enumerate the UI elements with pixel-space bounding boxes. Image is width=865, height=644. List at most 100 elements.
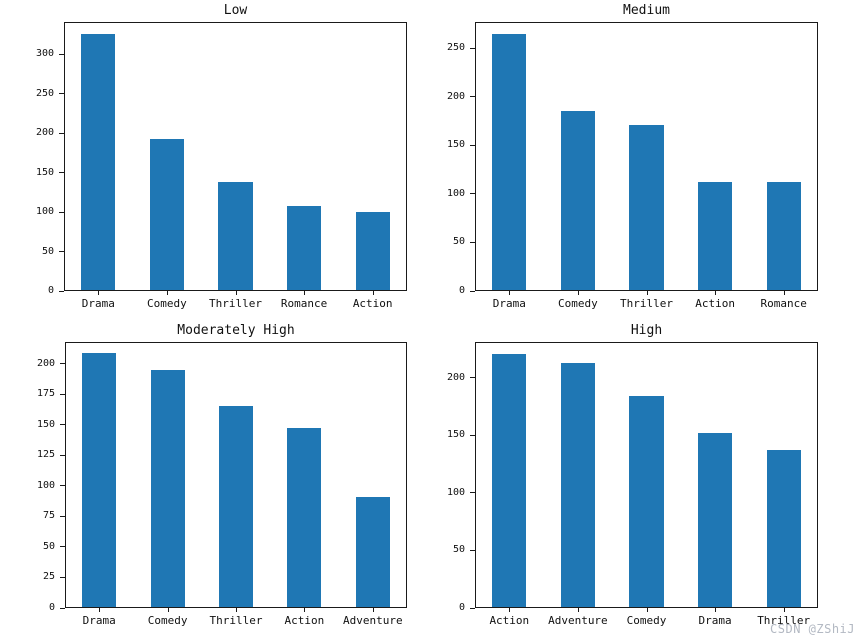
y-tick-mark xyxy=(60,485,65,487)
y-tick-mark xyxy=(60,454,65,456)
y-tick-label: 250 xyxy=(35,87,54,99)
x-tick-label: Adventure xyxy=(342,614,403,627)
x-tick-mark xyxy=(236,608,237,612)
y-tick-mark xyxy=(60,576,65,578)
y-tick-label: 125 xyxy=(36,449,55,461)
bar-thriller xyxy=(629,124,664,290)
x-tick-label: Thriller xyxy=(620,297,673,310)
bar-thriller xyxy=(218,181,253,290)
x-tick-mark xyxy=(509,291,511,295)
y-tick-label: 75 xyxy=(42,510,55,522)
y-tick-label: 200 xyxy=(446,90,465,102)
bar-romance xyxy=(286,206,322,290)
y-tick-label: 150 xyxy=(36,418,55,430)
y-tick-mark xyxy=(60,363,65,365)
plot-area xyxy=(475,342,818,608)
bar-thriller xyxy=(766,450,801,607)
x-tick-mark xyxy=(304,291,306,295)
bar-action xyxy=(355,211,390,290)
x-tick-label: Drama xyxy=(81,297,115,310)
y-tick-label: 100 xyxy=(35,206,54,218)
y-tick-label: 150 xyxy=(446,139,465,151)
subplot-moderately-high: Moderately High 0 25 50 75 100 125 150 175 200 Dr… xyxy=(37,324,407,626)
y-tick-label: 200 xyxy=(36,357,55,369)
bar-drama xyxy=(82,353,117,607)
y-tick-mark xyxy=(60,515,65,517)
y-tick-label: 300 xyxy=(35,48,54,60)
x-tick-mark xyxy=(167,608,169,612)
x-tick-label: Drama xyxy=(492,297,526,310)
y-tick-mark xyxy=(60,393,65,395)
y-tick-label: 25 xyxy=(42,571,55,583)
y-tick-mark xyxy=(470,290,475,292)
x-tick-mark xyxy=(98,291,100,295)
plot-area xyxy=(64,22,407,291)
subplot-high: High 0 50 100 150 200 Action Adventure Comedy Dr… xyxy=(447,324,818,626)
x-tick-label: Adventure xyxy=(548,614,608,627)
y-tick-label: 100 xyxy=(446,187,465,199)
bar-drama xyxy=(492,33,527,290)
x-tick-mark xyxy=(304,608,306,612)
y-tick-mark xyxy=(60,607,65,609)
y-tick-label: 200 xyxy=(446,371,465,383)
y-tick-label: 250 xyxy=(446,42,465,54)
y-tick-label: 50 xyxy=(452,544,465,556)
bar-adventure xyxy=(355,497,390,607)
bar-action xyxy=(287,427,322,607)
y-tick-mark xyxy=(470,193,475,195)
y-tick-mark xyxy=(470,607,475,609)
bar-comedy xyxy=(560,111,596,290)
bar-comedy xyxy=(629,396,664,607)
x-tick-mark xyxy=(166,291,168,295)
x-tick-label: Thriller xyxy=(209,297,262,310)
y-tick-label: 0 xyxy=(48,602,55,613)
bar-comedy xyxy=(150,370,185,607)
x-tick-label: Romance xyxy=(760,297,807,310)
x-tick-label: Comedy xyxy=(626,614,667,627)
subplot-low: Low 0 50 100 150 200 250 300 Drama Comedy Thrille… xyxy=(36,4,407,309)
y-tick-mark xyxy=(470,96,475,98)
y-tick-label: 0 xyxy=(47,285,54,296)
y-tick-mark xyxy=(59,251,64,253)
bar-action xyxy=(492,353,527,607)
y-tick-mark xyxy=(59,93,64,95)
y-tick-mark xyxy=(59,290,64,292)
y-tick-label: 0 xyxy=(458,602,465,613)
x-tick-label: Action xyxy=(284,614,325,627)
bar-comedy xyxy=(149,138,185,290)
y-tick-label: 150 xyxy=(35,166,54,178)
x-tick-label: Action xyxy=(352,297,393,310)
x-tick-mark xyxy=(646,291,648,295)
y-tick-label: 50 xyxy=(452,236,465,248)
y-tick-mark xyxy=(470,241,475,243)
y-tick-label: 0 xyxy=(458,285,465,296)
x-tick-label: Action xyxy=(489,614,530,627)
bar-drama xyxy=(81,33,116,290)
x-tick-label: Drama xyxy=(82,614,116,627)
bar-adventure xyxy=(560,362,596,607)
y-tick-mark xyxy=(59,172,64,174)
x-tick-mark xyxy=(509,608,511,612)
x-tick-mark xyxy=(646,608,648,612)
y-tick-label: 100 xyxy=(446,486,465,498)
y-tick-mark xyxy=(59,132,64,134)
bar-action xyxy=(697,182,733,290)
watermark-text: CSDN @ZShiJ xyxy=(770,622,855,636)
y-tick-mark xyxy=(470,549,475,551)
y-tick-mark xyxy=(470,492,475,494)
y-tick-label: 50 xyxy=(41,245,54,257)
chart-title: Low xyxy=(223,3,248,18)
bar-drama xyxy=(697,433,733,607)
y-tick-label: 150 xyxy=(446,429,465,441)
y-tick-label: 200 xyxy=(35,127,54,139)
x-tick-label: Action xyxy=(695,297,735,310)
y-tick-mark xyxy=(60,546,65,548)
plot-area xyxy=(65,342,407,608)
x-tick-mark xyxy=(715,608,717,612)
y-tick-mark xyxy=(470,47,475,49)
x-tick-mark xyxy=(715,291,717,295)
x-tick-mark xyxy=(372,291,374,295)
x-tick-label: Comedy xyxy=(558,297,598,310)
x-tick-label: Thriller xyxy=(757,614,811,627)
y-tick-mark xyxy=(470,144,475,146)
